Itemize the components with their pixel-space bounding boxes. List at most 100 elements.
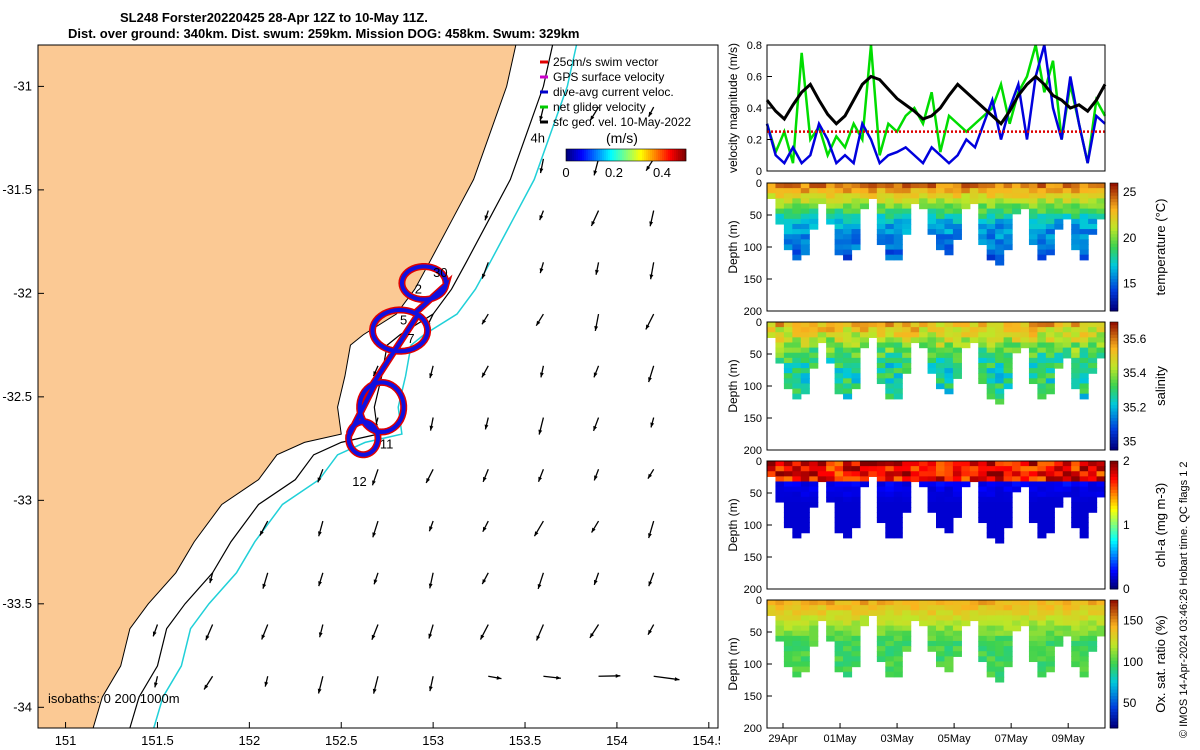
section-cell [834, 378, 844, 385]
section-cell [851, 244, 861, 251]
section-cell [1071, 507, 1081, 513]
velocity-arrowhead [615, 673, 621, 678]
section-cell [1088, 368, 1098, 374]
section-cell [859, 466, 869, 472]
section-colorbar-cell [1110, 509, 1118, 513]
section-cell [961, 203, 971, 210]
section-cell [986, 651, 996, 657]
section-cell [834, 496, 844, 503]
section-cell [851, 661, 861, 668]
section-colorbar-cell [1110, 405, 1118, 409]
colorbar-cell [636, 149, 639, 161]
section-cell [1062, 203, 1072, 210]
section-cell [1028, 496, 1038, 503]
section-cell [995, 332, 1005, 338]
colorbar-cell [654, 149, 657, 161]
section-cell [995, 666, 1005, 673]
section-cell [893, 512, 903, 518]
section-cell [927, 223, 937, 230]
section-cell [893, 218, 903, 225]
section-cell [1037, 461, 1047, 467]
section-colorbar-cell [1110, 493, 1118, 497]
section-cell [800, 239, 810, 246]
section-cell [851, 362, 861, 369]
y-tick-label: -33 [13, 492, 32, 507]
section-cell [944, 640, 954, 647]
section-colorbar-tick-label: 50 [1123, 696, 1137, 710]
velocity-arrowhead [538, 476, 543, 482]
section-cell [1079, 620, 1089, 627]
section-colorbar-cell [1110, 322, 1118, 326]
section-cell [809, 630, 819, 637]
section-y-tick-label: 100 [744, 242, 762, 254]
section-cell [843, 393, 853, 400]
section-cell [893, 208, 903, 215]
section-cell [952, 610, 962, 616]
section-cell [902, 640, 912, 647]
section-cell [851, 620, 861, 627]
section-cell [986, 208, 996, 215]
section-cell [1037, 388, 1047, 395]
section-cell [876, 512, 886, 518]
section-cell [851, 630, 861, 637]
section-cell [843, 666, 853, 673]
section-cell [910, 337, 920, 344]
section-cell [1012, 605, 1022, 611]
section-cell [775, 476, 785, 483]
section-colorbar-cell [1110, 363, 1118, 368]
section-colorbar-label: Ox. sat. ratio (%) [1153, 615, 1168, 713]
section-cell [792, 378, 802, 385]
section-cell [843, 254, 853, 261]
section-cell [986, 507, 996, 513]
section-cell [792, 249, 802, 256]
section-cell [792, 610, 802, 616]
section-cell [843, 605, 853, 611]
section-cell [851, 625, 861, 632]
section-cell [783, 368, 793, 374]
section-cell [893, 362, 903, 369]
y-tick-label: -31.5 [2, 182, 32, 197]
section-colorbar-cell [1110, 525, 1118, 529]
section-cell [936, 342, 946, 349]
colorbar-cell [610, 149, 613, 161]
section-cell [978, 461, 988, 467]
section-cell [952, 605, 962, 611]
day-label: 12 [352, 474, 366, 489]
section-cell [1003, 234, 1013, 240]
section-cell [792, 486, 802, 493]
section-cell [995, 501, 1005, 508]
section-cell [986, 218, 996, 225]
section-cell [826, 481, 836, 488]
section-cell [1037, 635, 1047, 642]
section-cell [986, 466, 996, 472]
section-cell [885, 646, 895, 652]
section-cell [978, 620, 988, 627]
section-cell [902, 213, 912, 220]
section-cell [809, 615, 819, 622]
section-colorbar-cell [1110, 579, 1118, 584]
section-colorbar-cell [1110, 266, 1118, 270]
section-cell [1037, 610, 1047, 616]
velocity-arrowhead [591, 527, 596, 533]
section-cell [876, 208, 886, 215]
section-cell [826, 471, 836, 477]
section-colorbar-cell [1110, 295, 1118, 299]
section-cell [843, 635, 853, 642]
section-cell [910, 332, 920, 338]
section-cell [1096, 486, 1106, 493]
velocity-arrowhead [539, 268, 544, 274]
section-cell [843, 486, 853, 493]
section-cell [893, 234, 903, 240]
section-cell [944, 347, 954, 354]
section-colorbar-cell [1110, 544, 1118, 548]
section-cell [927, 337, 937, 344]
section-cell [817, 188, 827, 194]
section-cell [952, 373, 962, 379]
section-cell [978, 640, 988, 647]
section-cell [1003, 656, 1013, 663]
section-colorbar-cell [1110, 421, 1118, 425]
section-cell [1096, 615, 1106, 622]
section-cell [792, 208, 802, 215]
section-cell [826, 625, 836, 632]
section-cell [893, 198, 903, 205]
